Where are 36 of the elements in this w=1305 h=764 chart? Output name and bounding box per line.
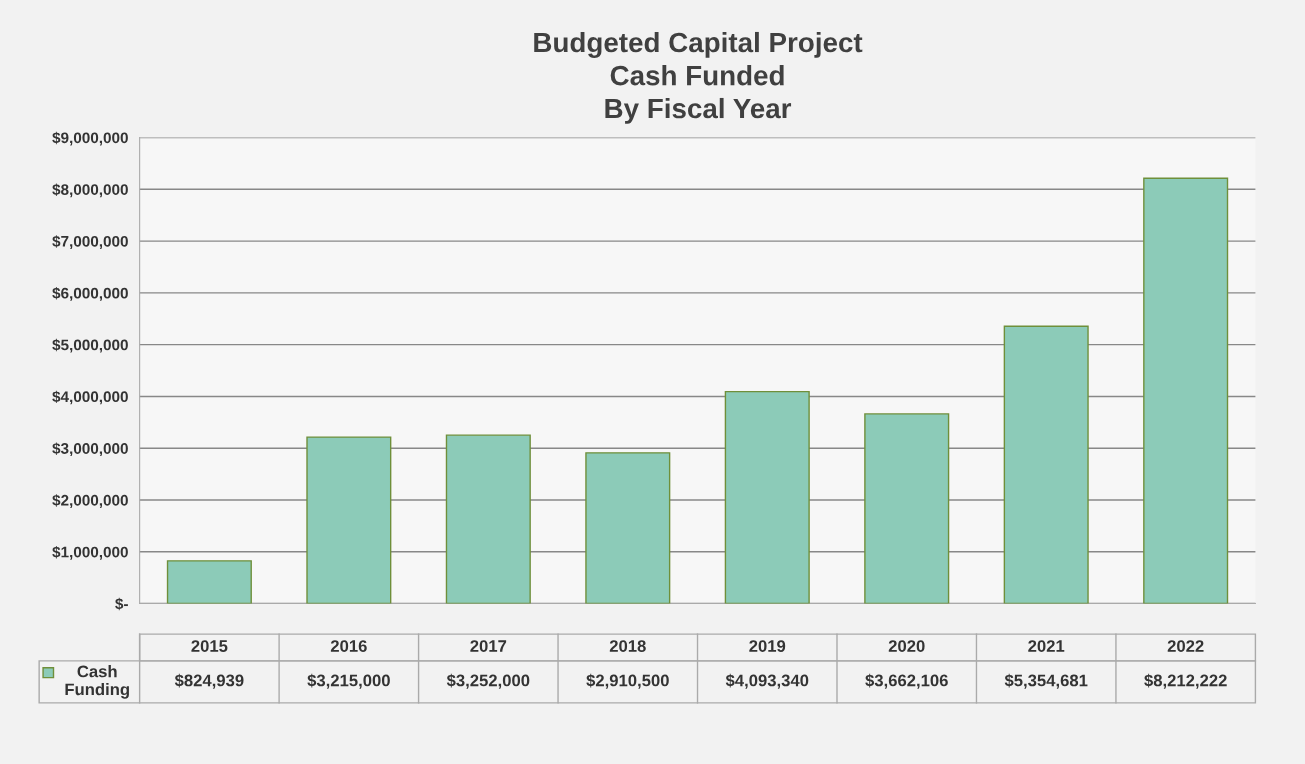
data-label: $3,215,000 xyxy=(307,673,390,689)
bar xyxy=(1003,325,1089,604)
x-tick-label: 2016 xyxy=(330,640,367,652)
data-label: $8,212,222 xyxy=(1144,673,1227,689)
x-tick-label: 2019 xyxy=(749,640,786,652)
y-tick-label: $9,000,000 xyxy=(52,131,128,146)
data-label: $824,939 xyxy=(174,673,244,689)
data-label: $2,910,500 xyxy=(586,673,669,689)
y-tick-label: $7,000,000 xyxy=(52,235,128,249)
bar xyxy=(864,413,950,604)
chart-title: Budgeted Capital Project Cash Funded By Fiscal Year xyxy=(534,31,863,124)
bar xyxy=(585,452,671,604)
bar xyxy=(166,560,252,604)
x-tick-label: 2017 xyxy=(470,640,507,652)
y-tick-label: $8,000,000 xyxy=(52,183,128,198)
x-tick-label: 2015 xyxy=(191,640,228,652)
y-tick-label: $- xyxy=(115,597,128,611)
data-label: $5,354,681 xyxy=(1004,673,1088,689)
y-tick-label: $6,000,000 xyxy=(52,287,128,301)
data-label: $3,252,000 xyxy=(446,673,530,689)
y-tick-label: $1,000,000 xyxy=(52,545,128,560)
bar xyxy=(306,436,392,604)
x-tick-label: 2022 xyxy=(1167,640,1204,652)
y-tick-label: $5,000,000 xyxy=(52,338,128,353)
y-tick-label: $2,000,000 xyxy=(52,494,128,508)
bar xyxy=(1143,177,1229,604)
data-label: $4,093,340 xyxy=(725,673,809,689)
x-tick-label: 2021 xyxy=(1028,640,1065,652)
x-tick-label: 2020 xyxy=(888,640,925,652)
y-tick-label: $4,000,000 xyxy=(52,390,128,405)
x-tick-label: 2018 xyxy=(609,640,646,652)
data-label: $3,662,106 xyxy=(865,673,948,689)
y-tick-label: $3,000,000 xyxy=(52,442,128,457)
bar xyxy=(724,390,810,604)
bar xyxy=(445,434,531,604)
legend-label: Cash Funding xyxy=(65,665,129,699)
